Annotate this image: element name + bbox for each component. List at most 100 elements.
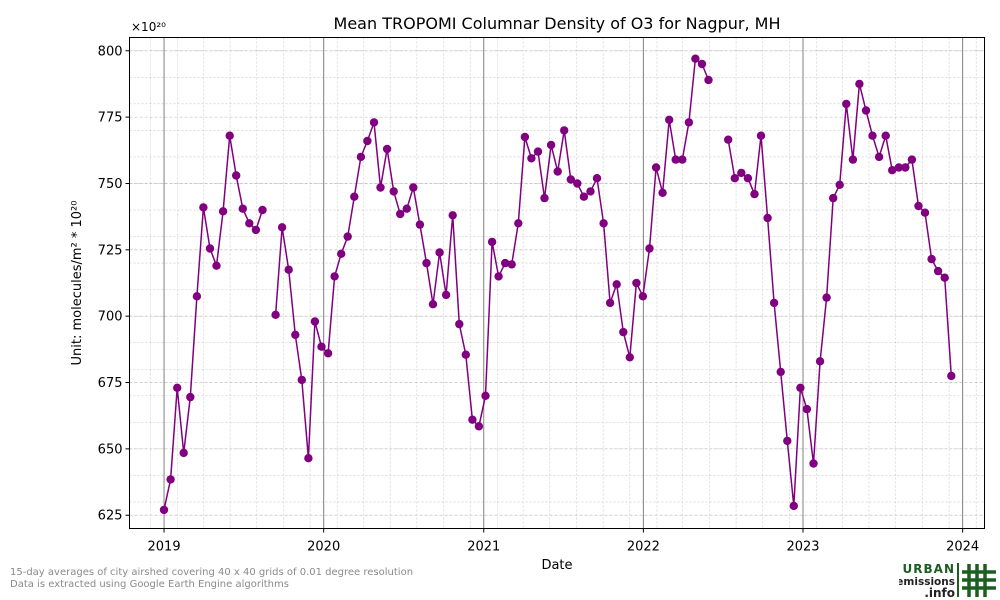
data-point [409,183,418,192]
data-point [927,254,936,264]
data-point [907,155,917,164]
data-point [822,293,831,302]
data-point [527,154,536,163]
data-point [658,188,667,197]
data-point [560,126,569,135]
logo-word-emissions: emissions [899,576,955,588]
data-point [474,422,484,431]
data-point [514,219,523,228]
series-line [163,134,264,511]
y-tick-label: 775 [98,111,123,126]
footnote-averaging: 15-day averages of city airshed covering… [10,567,414,578]
data-point [533,147,543,156]
data-point [540,193,549,203]
data-point [317,342,326,351]
data-point [579,192,589,201]
data-point [881,131,890,140]
data-point [815,357,825,366]
data-point [835,180,844,189]
urban-emissions-logo: URBAN emissions .info [899,562,996,599]
data-point [809,459,818,468]
data-point [205,244,215,253]
data-point [199,203,208,212]
data-point [238,204,247,213]
data-point [776,367,785,377]
data-point [192,292,202,301]
data-point [271,310,280,319]
data-point [369,118,379,127]
chart-title: Mean TROPOMI Columnar Density of O3 for … [334,14,781,33]
x-tick-label: 2020 [307,540,340,555]
x-tick-label: 2022 [627,540,660,555]
data-point [258,205,267,215]
series-line [727,83,953,507]
data-point [684,118,694,127]
y-tick-label: 650 [98,442,123,457]
data-point [323,349,333,358]
data-point [179,448,188,458]
data-point [586,187,595,196]
data-point [304,454,313,463]
data-point [297,375,306,385]
data-point [461,350,470,359]
logo-divider [957,563,959,597]
data-point [901,163,910,172]
data-point [343,232,352,241]
data-point [848,155,858,164]
data-point [671,155,680,164]
data-point [802,404,812,414]
y-tick-label: 750 [98,177,123,192]
data-point [428,300,438,309]
data-point [277,223,287,232]
data-point [855,79,864,89]
data-point [947,371,956,381]
data-point [756,131,766,140]
data-point [232,171,241,180]
data-point [356,152,366,162]
y-tick-label: 725 [98,243,123,258]
data-point [284,265,293,274]
data-point [920,208,930,217]
data-point [435,248,444,257]
data-point [507,260,516,269]
data-point [251,225,261,235]
data-point [218,207,228,216]
data-point [337,249,346,258]
x-axis-title: Date [541,558,572,573]
y-tick-label: 675 [98,376,123,391]
logo-word-urban: URBAN [903,562,955,576]
x-tick-label: 2023 [786,540,819,555]
x-tick-label: 2019 [148,540,181,555]
data-point [520,132,530,142]
data-point [376,183,385,192]
data-point [330,272,339,281]
data-point [625,353,634,362]
data-point [632,278,641,288]
data-point [291,330,300,339]
data-point [704,75,713,85]
y-tick-label: 700 [98,310,123,325]
data-point [212,261,221,270]
data-point [455,319,464,329]
data-point [546,140,556,150]
data-point [678,155,687,164]
data-point [173,383,182,392]
y-multiplier: ×10²⁰ [131,20,166,34]
data-point [914,201,923,211]
data-point [481,391,490,400]
hash-grid-icon [962,564,996,597]
data-point [612,280,621,289]
data-point [186,392,195,402]
data-point [829,193,838,203]
data-point [783,436,792,446]
data-point [737,168,746,178]
data-point [645,244,654,253]
data-point [245,219,254,228]
data-point [382,144,392,154]
data-point [940,273,949,282]
logo-word-info: .info [924,586,955,599]
y-tick-label: 625 [98,509,123,524]
data-point [665,115,674,125]
y-axis-title: Unit: molecules/m² * 10²⁰ [70,201,85,366]
